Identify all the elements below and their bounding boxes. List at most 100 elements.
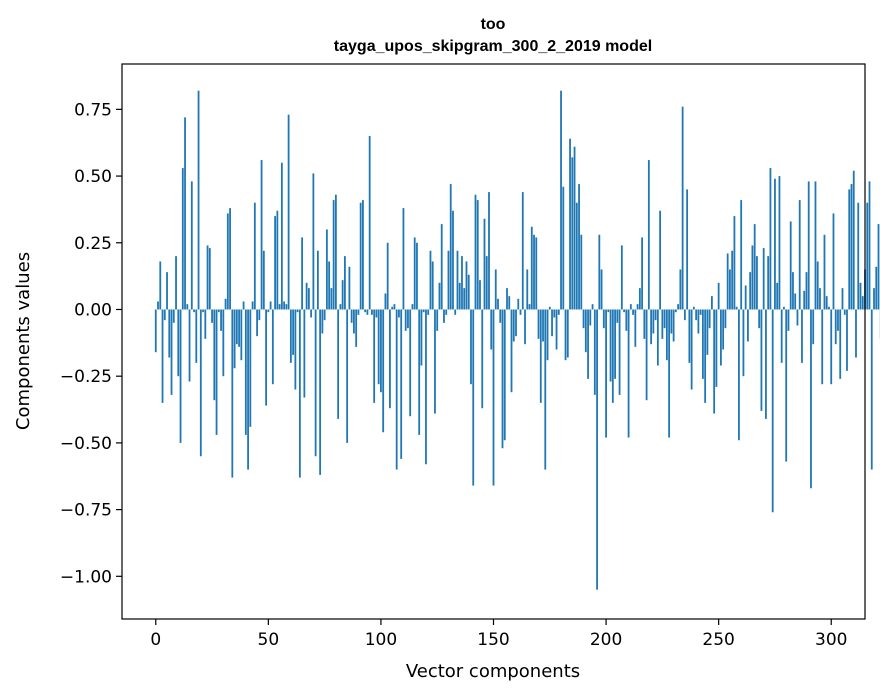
bar	[544, 309, 547, 470]
bar	[400, 309, 403, 459]
bar	[656, 309, 659, 366]
bar	[686, 189, 689, 310]
bar	[776, 282, 779, 310]
bar	[222, 309, 225, 377]
bar	[512, 309, 515, 342]
bar	[571, 157, 574, 310]
bar	[587, 309, 589, 379]
bar	[366, 309, 369, 315]
bar	[742, 309, 745, 377]
bar	[195, 309, 198, 363]
bar	[641, 237, 643, 310]
bar	[447, 250, 450, 310]
x-tick-label: 0	[150, 630, 161, 650]
bar	[371, 309, 373, 315]
bar	[224, 298, 227, 310]
bar	[330, 288, 333, 310]
bar	[724, 309, 727, 329]
bar	[778, 176, 781, 310]
bar	[391, 306, 394, 310]
bar	[481, 309, 484, 409]
bar	[760, 309, 763, 411]
bar	[296, 309, 299, 313]
bar	[359, 202, 362, 310]
bar	[159, 261, 162, 310]
bar	[715, 309, 718, 387]
y-tick-label: 0.25	[74, 234, 112, 254]
bar	[161, 309, 164, 403]
y-tick-label: −0.50	[60, 434, 112, 454]
bar	[756, 256, 758, 310]
y-tick-label: −0.75	[60, 501, 112, 521]
bar	[386, 242, 389, 310]
bar	[341, 280, 344, 310]
bar	[479, 280, 481, 310]
bar	[380, 309, 382, 393]
bar	[413, 237, 416, 310]
bar	[566, 309, 569, 358]
bar	[321, 309, 324, 334]
bar	[814, 181, 817, 310]
bar	[555, 309, 558, 350]
bar	[319, 309, 322, 475]
bar	[704, 309, 707, 403]
bar	[695, 309, 698, 321]
bar	[573, 146, 576, 310]
x-tick-label: 300	[815, 630, 847, 650]
bar	[672, 309, 675, 342]
bar	[578, 184, 580, 310]
bar	[499, 309, 502, 323]
bar	[368, 136, 371, 310]
bar	[193, 309, 195, 313]
bar	[181, 168, 184, 310]
bar	[731, 250, 734, 310]
bar	[213, 309, 216, 401]
bar	[627, 309, 630, 438]
bar	[280, 162, 283, 310]
bar	[708, 309, 711, 329]
bar	[692, 306, 695, 310]
bar	[747, 309, 749, 342]
bar	[271, 309, 274, 385]
bar	[661, 309, 664, 339]
bar	[242, 301, 245, 310]
bar	[494, 269, 497, 310]
bar	[521, 192, 524, 310]
bar	[825, 296, 828, 310]
bar	[769, 168, 772, 310]
bar	[166, 272, 168, 310]
bar	[557, 309, 560, 315]
bar	[301, 237, 304, 310]
bar	[458, 282, 461, 310]
bar	[262, 250, 265, 310]
bar	[801, 309, 803, 363]
bar	[307, 288, 310, 310]
bar	[787, 309, 790, 331]
bar	[810, 309, 812, 489]
bar	[618, 309, 621, 395]
bar	[744, 285, 747, 310]
x-tick-label: 50	[258, 630, 280, 650]
bar	[598, 234, 601, 310]
bar	[560, 90, 562, 310]
bar	[832, 213, 835, 310]
bar	[611, 309, 614, 403]
bar	[589, 309, 592, 326]
bar	[382, 309, 385, 433]
y-tick-label: 0.00	[74, 300, 112, 320]
bar	[364, 309, 367, 313]
bar	[841, 288, 844, 310]
bar	[294, 309, 297, 390]
bar	[434, 309, 436, 414]
bar	[539, 309, 542, 403]
bar	[488, 192, 490, 310]
bar	[650, 309, 653, 345]
bar	[452, 210, 454, 310]
x-axis-title: Vector components	[406, 661, 580, 682]
bar	[526, 269, 529, 310]
y-tick-label: 0.50	[74, 167, 112, 187]
bar	[515, 309, 517, 337]
bar	[616, 309, 619, 323]
bar	[407, 309, 409, 329]
bar	[683, 309, 686, 321]
